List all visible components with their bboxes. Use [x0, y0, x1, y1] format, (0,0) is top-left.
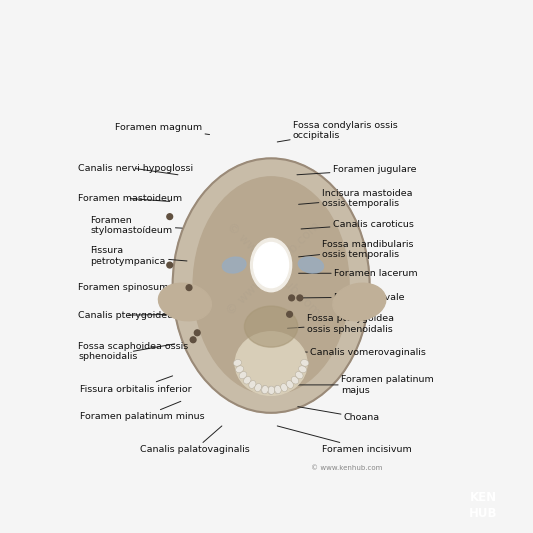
Ellipse shape: [268, 386, 274, 394]
Text: Fissura orbitalis inferior: Fissura orbitalis inferior: [80, 376, 192, 393]
Text: Foramen spinosum: Foramen spinosum: [78, 282, 185, 292]
Ellipse shape: [254, 243, 288, 288]
Circle shape: [186, 285, 192, 290]
Ellipse shape: [268, 386, 275, 394]
Ellipse shape: [249, 381, 256, 389]
Text: Canalis palatovaginalis: Canalis palatovaginalis: [140, 426, 249, 454]
Text: Fossa pterygoidea
ossis sphenoidalis: Fossa pterygoidea ossis sphenoidalis: [287, 314, 394, 334]
Text: Fossa condylaris ossis
occipitalis: Fossa condylaris ossis occipitalis: [277, 121, 398, 142]
Text: Choana: Choana: [298, 407, 380, 422]
Ellipse shape: [251, 238, 292, 292]
Circle shape: [287, 311, 293, 317]
Ellipse shape: [158, 283, 212, 321]
Ellipse shape: [193, 177, 349, 394]
Text: Fissura
petrotympanica: Fissura petrotympanica: [91, 246, 187, 266]
Ellipse shape: [255, 384, 262, 392]
Text: Fossa scaphoidea ossis
sphenoidalis: Fossa scaphoidea ossis sphenoidalis: [78, 342, 189, 361]
Text: Foramen lacerum: Foramen lacerum: [298, 269, 417, 278]
Text: HUB: HUB: [469, 507, 498, 520]
Text: Foramen
stylomastoídeum: Foramen stylomastoídeum: [91, 216, 182, 236]
Circle shape: [297, 295, 303, 301]
Ellipse shape: [295, 372, 303, 379]
Ellipse shape: [274, 385, 280, 394]
Text: © www.kenhub.com: © www.kenhub.com: [311, 465, 383, 471]
Ellipse shape: [298, 257, 324, 273]
Text: Canalis vomerovaginalis: Canalis vomerovaginalis: [287, 348, 426, 357]
Ellipse shape: [333, 283, 386, 321]
Ellipse shape: [235, 332, 307, 395]
Ellipse shape: [261, 385, 268, 393]
Ellipse shape: [298, 366, 306, 373]
Ellipse shape: [173, 158, 369, 413]
Text: © www.kenhub.com: © www.kenhub.com: [224, 220, 322, 319]
Ellipse shape: [222, 257, 246, 273]
Text: Foramen palatinum
majus: Foramen palatinum majus: [296, 375, 434, 394]
Ellipse shape: [301, 360, 309, 366]
Circle shape: [190, 337, 196, 343]
Text: Canalis pterygoideus: Canalis pterygoideus: [78, 311, 179, 320]
Circle shape: [167, 262, 173, 268]
Ellipse shape: [236, 366, 244, 373]
Text: Fossa mandibularis
ossis temporalis: Fossa mandibularis ossis temporalis: [298, 240, 414, 259]
Text: Canalis caroticus: Canalis caroticus: [301, 220, 414, 229]
Text: Foramen incisivum: Foramen incisivum: [277, 426, 412, 454]
Text: Foramen jugulare: Foramen jugulare: [297, 165, 416, 175]
Text: Foramen ovale: Foramen ovale: [300, 293, 405, 302]
Text: KEN: KEN: [470, 491, 497, 504]
Ellipse shape: [262, 385, 268, 394]
Circle shape: [167, 214, 173, 220]
Text: Incisura mastoidea
ossis temporalis: Incisura mastoidea ossis temporalis: [298, 189, 412, 208]
Ellipse shape: [291, 376, 298, 384]
Text: Foramen magnum: Foramen magnum: [115, 123, 209, 134]
Ellipse shape: [281, 384, 287, 392]
Ellipse shape: [245, 306, 298, 347]
Ellipse shape: [286, 381, 293, 389]
Text: Canalis nervi hypoglossi: Canalis nervi hypoglossi: [78, 164, 193, 175]
Text: Foramen mastoideum: Foramen mastoideum: [78, 194, 182, 203]
Ellipse shape: [233, 360, 241, 366]
Ellipse shape: [244, 376, 251, 384]
Text: © www.kenhub.com: © www.kenhub.com: [224, 220, 322, 319]
Ellipse shape: [274, 385, 281, 393]
Circle shape: [289, 295, 295, 301]
Circle shape: [195, 330, 200, 336]
Text: Foramen palatinum minus: Foramen palatinum minus: [80, 401, 205, 422]
Ellipse shape: [239, 372, 247, 379]
